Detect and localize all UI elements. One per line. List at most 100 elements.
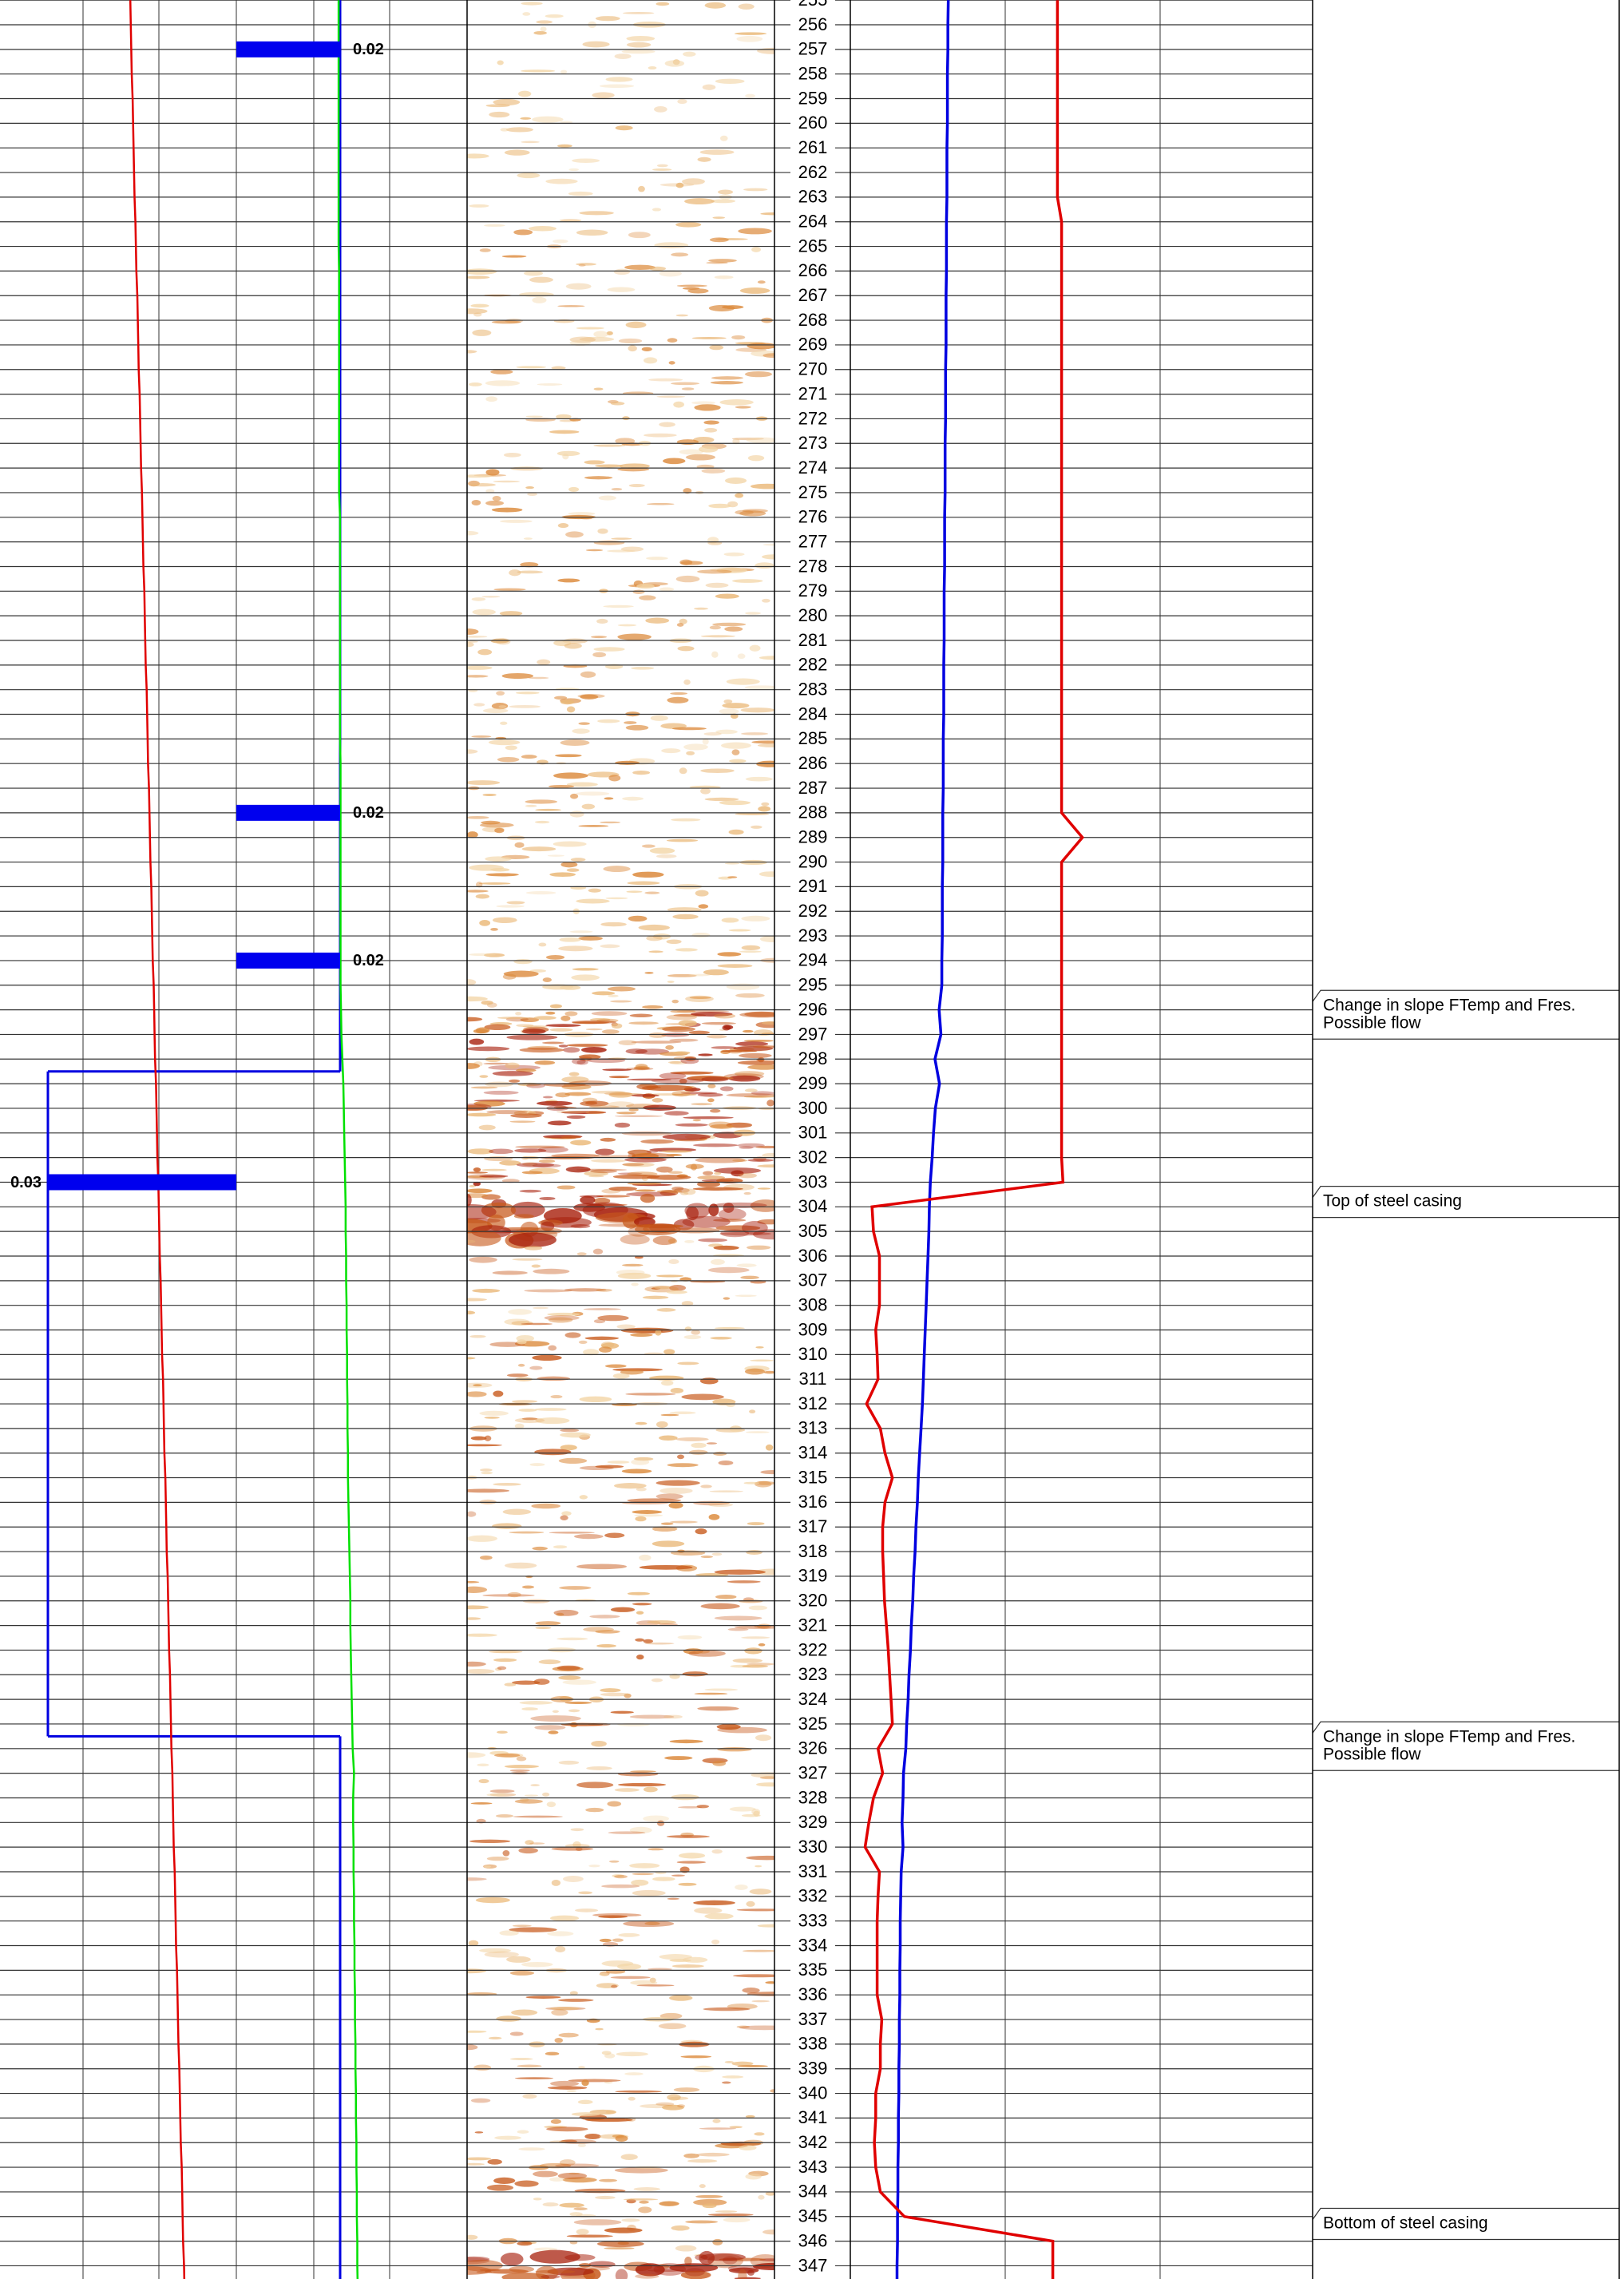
image-texture xyxy=(493,1390,504,1397)
image-texture xyxy=(500,128,509,132)
image-texture xyxy=(500,2252,524,2266)
image-texture xyxy=(692,1187,743,1191)
image-texture xyxy=(564,643,582,649)
image-texture xyxy=(545,14,564,18)
image-texture xyxy=(757,47,774,54)
image-texture xyxy=(662,1133,711,1140)
image-texture xyxy=(608,1831,646,1834)
image-texture xyxy=(644,1921,660,1925)
image-texture xyxy=(482,1594,535,1597)
depth-label-bg xyxy=(790,1764,835,1782)
image-texture xyxy=(739,1012,774,1018)
image-texture xyxy=(509,1531,545,1534)
image-texture xyxy=(700,635,735,638)
image-texture xyxy=(723,2217,751,2223)
depth-label-bg xyxy=(790,1271,835,1290)
image-texture xyxy=(467,1668,495,1675)
image-texture xyxy=(521,755,537,759)
image-texture xyxy=(659,422,675,427)
depth-label: 281 xyxy=(798,630,828,650)
image-texture xyxy=(709,344,724,351)
image-texture xyxy=(467,268,497,275)
image-texture xyxy=(717,964,753,968)
annotation-text: Top of steel casing xyxy=(1323,1192,1462,1211)
image-texture xyxy=(709,625,721,630)
image-texture xyxy=(522,1585,534,1589)
image-texture xyxy=(762,2229,774,2235)
image-texture xyxy=(652,1098,663,1103)
image-texture xyxy=(719,1086,734,1092)
image-texture xyxy=(513,1815,563,1818)
image-texture xyxy=(731,749,740,755)
image-texture xyxy=(651,1678,663,1682)
image-texture xyxy=(570,793,579,799)
depth-label-bg xyxy=(790,1346,835,1364)
image-texture xyxy=(740,1275,759,1280)
image-texture xyxy=(680,2055,712,2059)
depth-label: 330 xyxy=(798,1837,828,1857)
image-texture xyxy=(569,339,591,347)
depth-label: 257 xyxy=(798,39,828,59)
image-texture xyxy=(506,901,525,905)
image-texture xyxy=(576,229,608,236)
image-texture xyxy=(679,767,687,775)
image-texture xyxy=(519,291,554,297)
image-texture xyxy=(689,996,711,999)
depth-label: 347 xyxy=(798,2255,828,2275)
image-texture xyxy=(529,1463,545,1467)
image-texture xyxy=(755,1734,772,1742)
image-texture xyxy=(677,2104,686,2108)
image-texture xyxy=(684,198,715,205)
image-texture xyxy=(635,1223,681,1235)
image-texture xyxy=(621,1131,672,1136)
image-texture xyxy=(578,1891,593,1895)
image-texture xyxy=(553,1609,579,1616)
image-texture xyxy=(671,818,701,822)
image-texture xyxy=(667,696,689,704)
image-texture xyxy=(525,415,543,418)
image-texture xyxy=(732,579,763,583)
image-texture xyxy=(516,1162,555,1167)
image-texture xyxy=(749,1409,756,1414)
image-texture xyxy=(627,881,660,886)
image-texture xyxy=(467,1193,489,1199)
image-texture xyxy=(585,1028,603,1031)
image-texture xyxy=(551,2009,568,2016)
image-texture xyxy=(545,178,578,184)
image-texture xyxy=(521,1707,538,1711)
depth-label: 279 xyxy=(798,581,828,600)
image-texture xyxy=(556,414,572,419)
image-texture xyxy=(623,1162,655,1167)
image-texture xyxy=(486,2184,513,2191)
image-texture xyxy=(517,570,543,574)
depth-label-bg xyxy=(790,1493,835,1512)
image-texture xyxy=(524,1246,543,1250)
image-texture xyxy=(751,2000,770,2003)
image-texture xyxy=(484,1024,511,1031)
image-texture xyxy=(570,1140,592,1146)
image-texture xyxy=(743,1191,751,1195)
image-texture xyxy=(484,953,505,957)
image-texture xyxy=(661,1380,674,1386)
image-texture xyxy=(471,597,486,601)
image-texture xyxy=(654,105,667,113)
depth-label-bg xyxy=(790,1567,835,1585)
image-texture xyxy=(467,1535,497,1542)
image-texture xyxy=(759,1776,774,1780)
image-texture xyxy=(671,1964,704,1968)
depth-label: 338 xyxy=(798,2034,828,2054)
image-texture xyxy=(566,2090,577,2093)
image-texture xyxy=(566,706,576,713)
image-texture xyxy=(679,618,687,624)
image-texture xyxy=(467,1357,476,1360)
depth-label-bg xyxy=(790,1690,835,1709)
depth-label: 309 xyxy=(798,1319,828,1339)
image-texture xyxy=(611,1023,623,1029)
track-borders xyxy=(466,0,1620,2279)
depth-label: 307 xyxy=(798,1270,828,1290)
image-texture xyxy=(688,1449,708,1455)
image-texture xyxy=(735,993,765,998)
image-texture xyxy=(744,1088,758,1092)
image-texture xyxy=(635,1638,644,1642)
